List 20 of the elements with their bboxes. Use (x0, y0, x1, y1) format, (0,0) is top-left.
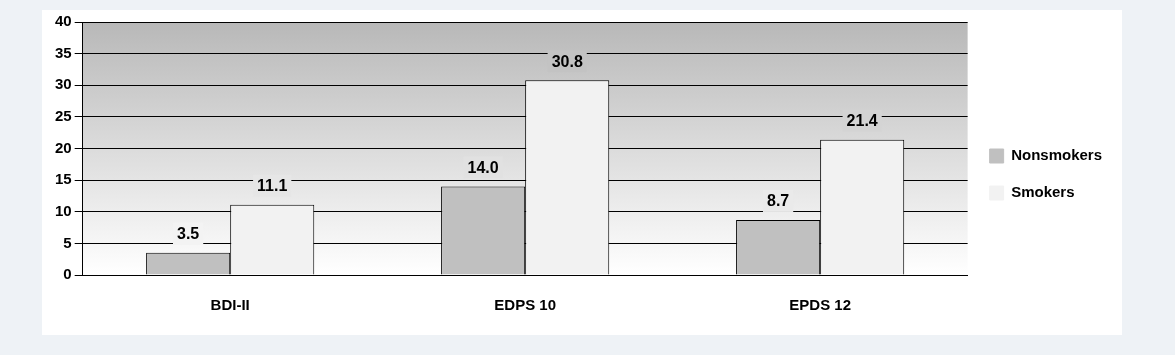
data-label: 30.8 (551, 52, 583, 70)
legend-label: Nonsmokers (1011, 146, 1103, 164)
y-tick-label: 25 (55, 107, 72, 125)
data-label: 11.1 (257, 177, 288, 195)
y-tick-label: 35 (55, 43, 72, 61)
y-tick-label: 0 (63, 265, 72, 283)
y-tick-label: 10 (55, 201, 72, 219)
data-label: 14.0 (467, 158, 499, 176)
y-tick-label: 5 (63, 233, 72, 251)
y-tick-label: 15 (55, 170, 72, 188)
legend-label: Smokers (1011, 183, 1075, 201)
data-label: 8.7 (766, 192, 790, 210)
x-tick-label: EPDS 12 (789, 296, 851, 314)
data-label: 21.4 (846, 112, 878, 130)
y-tick-label: 20 (55, 138, 72, 156)
y-tick-label: 30 (55, 75, 72, 93)
y-tick-label: 40 (55, 12, 72, 30)
data-label: 3.5 (177, 225, 200, 243)
x-tick-label: BDI-II (210, 296, 250, 314)
x-tick-label: EDPS 10 (494, 296, 557, 314)
